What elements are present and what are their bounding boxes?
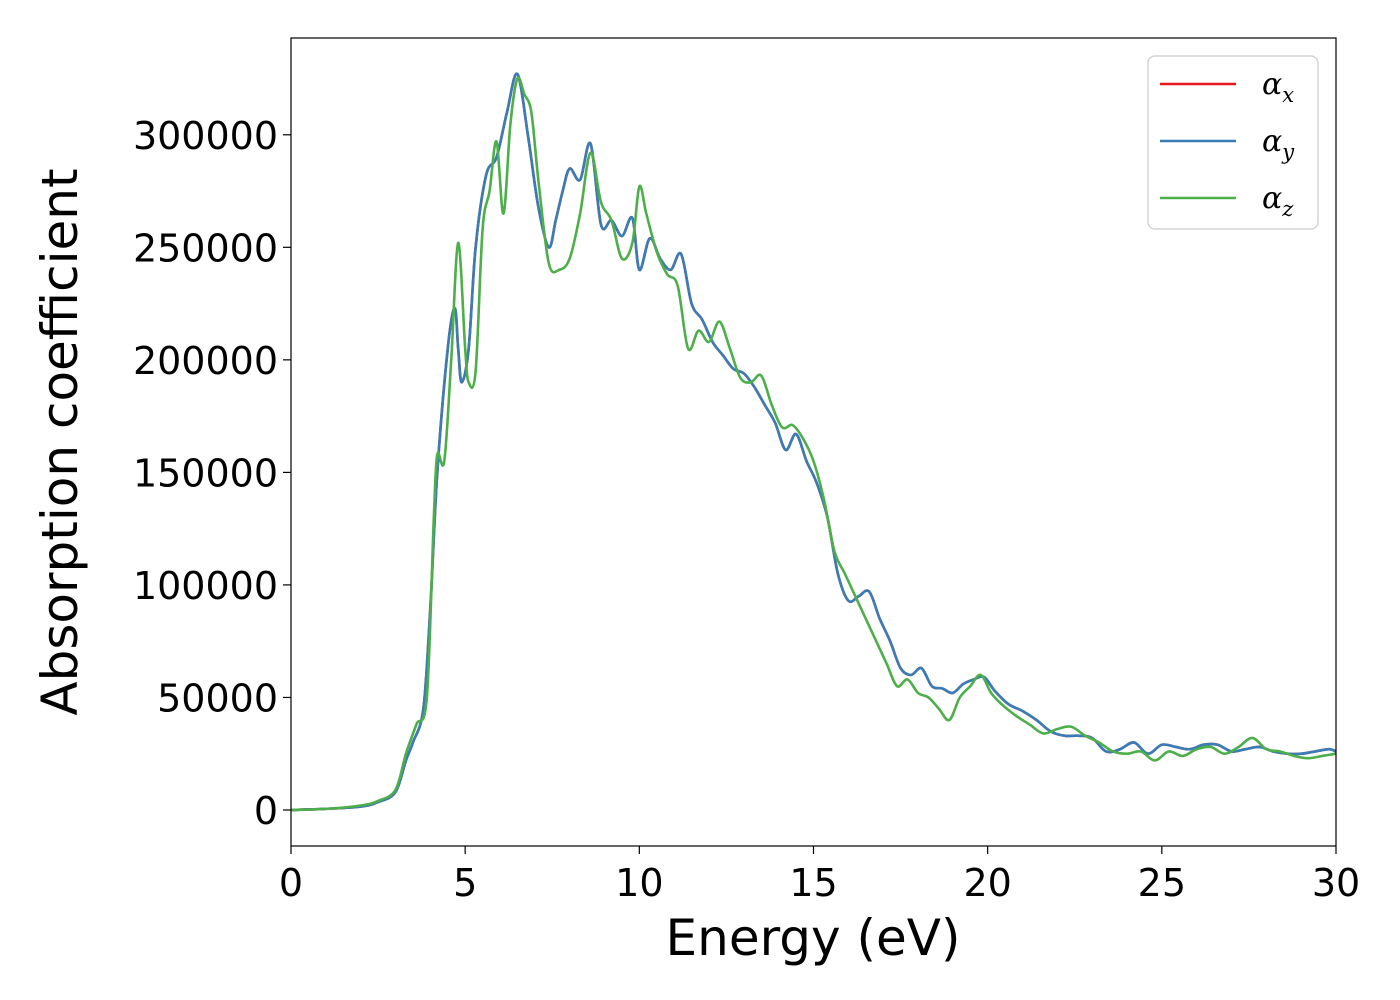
legend-label-y: αy [1262, 124, 1295, 164]
y-tick-label: 50000 [157, 676, 278, 720]
x-tick-label: 0 [279, 861, 303, 905]
x-tick-label: 10 [615, 861, 663, 905]
y-tick-label: 0 [254, 789, 278, 833]
legend-label-x: αx [1262, 67, 1294, 107]
x-tick-label: 20 [963, 861, 1011, 905]
x-tick-label: 5 [453, 861, 477, 905]
legend-subscript: x [1282, 83, 1294, 107]
y-axis-ticks: 0 50000 100000 150000 200000 250000 300000 [133, 114, 291, 833]
y-tick-label: 250000 [133, 226, 278, 270]
y-tick-label: 150000 [133, 451, 278, 495]
x-tick-label: 25 [1138, 861, 1186, 905]
legend-symbol: α [1262, 124, 1282, 159]
series-line-z [291, 76, 1336, 812]
y-tick-label: 300000 [133, 114, 278, 158]
legend-box [1147, 55, 1319, 230]
x-tick-label: 30 [1312, 861, 1360, 905]
legend-label-z: αz [1262, 181, 1294, 221]
x-tick-label: 15 [789, 861, 837, 905]
legend-symbol: α [1262, 181, 1282, 216]
x-axis-ticks: 0 5 10 15 20 25 30 [279, 846, 1360, 905]
y-tick-label: 200000 [133, 339, 278, 383]
legend-subscript: y [1281, 140, 1295, 164]
legend-symbol: α [1262, 67, 1282, 102]
series-layer [291, 72, 1336, 812]
y-tick-label: 100000 [133, 564, 278, 608]
y-axis-label: Absorption coefficient [31, 168, 89, 715]
x-axis-label: Energy (eV) [666, 909, 961, 967]
legend-subscript: z [1281, 197, 1294, 221]
series-line-y [291, 72, 1336, 812]
